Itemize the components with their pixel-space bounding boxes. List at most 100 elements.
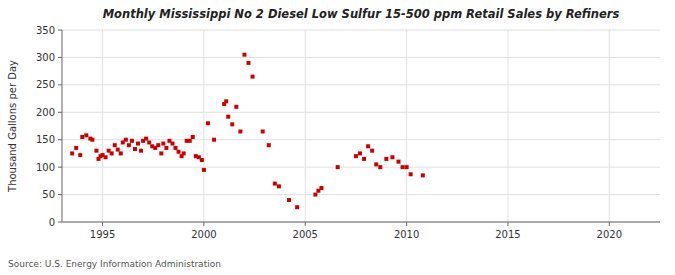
point [124,138,128,142]
point [182,151,186,155]
point [156,143,160,147]
y-tick [58,57,62,58]
point [119,151,123,155]
point [251,75,255,79]
grid-line-x [102,30,103,222]
x-tick-label: 1995 [90,229,115,240]
point [313,193,317,197]
ticks: 1995 2000 2005 2010 2015 2020 0 50 100 150 200 250 3… [36,25,622,241]
point [261,129,265,133]
source-note: Source: U.S. Energy Information Administ… [8,259,221,269]
grid-line-y [62,84,660,85]
x-tick-label: 2000 [191,229,216,240]
y-tick-label: 100 [36,162,55,173]
x-tick [406,222,407,226]
point [273,182,277,186]
point [362,157,366,161]
point [409,172,413,176]
point [238,129,242,133]
y-tick [58,30,62,31]
points [70,53,425,210]
point [358,151,362,155]
point [144,137,148,141]
point [94,149,98,153]
point [246,61,250,65]
y-tick-label: 0 [49,217,55,228]
point [174,146,178,150]
point [234,105,238,109]
x-tick [102,222,103,226]
point [78,153,82,157]
grid [62,30,660,222]
x-tick-label: 2010 [394,229,419,240]
point [397,160,401,164]
x-tick [203,222,204,226]
point [170,142,174,146]
point [164,146,168,150]
point [133,147,137,151]
point [136,142,140,146]
point [127,143,131,147]
point [230,122,234,126]
point [206,121,210,125]
x-axis-line [62,222,660,223]
point [147,140,151,144]
point [116,148,120,152]
point [336,165,340,169]
point [130,139,134,143]
point [366,144,370,148]
y-tick-label: 50 [42,189,55,200]
grid-line-y [62,167,660,168]
y-tick-label: 150 [36,134,55,145]
point [287,198,291,202]
x-tick-label: 2005 [293,229,318,240]
grid-line-y [62,57,660,58]
y-tick [58,222,62,223]
y-tick-label: 300 [36,52,55,63]
x-tick-label: 2020 [597,229,622,240]
point [405,165,409,169]
point [421,173,425,177]
grid-line-y [62,30,660,31]
grid-line-y [62,112,660,113]
point [212,138,216,142]
point [110,151,114,155]
x-tick-label: 2015 [495,229,520,240]
y-tick-label: 250 [36,79,55,90]
y-axis-label: Thousand Gallons per Day [7,60,18,193]
y-tick [58,139,62,140]
x-tick [507,222,508,226]
point [242,53,246,57]
y-tick-label: 350 [36,25,55,36]
point [200,158,204,162]
point [295,205,299,209]
title: Monthly Mississippi No 2 Diesel Low Sulf… [103,7,620,21]
point [374,162,378,166]
point [277,184,281,188]
grid-line-y [62,139,660,140]
point [319,186,323,190]
point [177,150,181,154]
x-tick [609,222,610,226]
point [90,138,94,142]
y-tick [58,194,62,195]
chart: 1995 2000 2005 2010 2015 2020 0 50 100 150 200 250 3… [0,0,675,275]
y-tick [58,112,62,113]
point [74,146,78,150]
point [370,149,374,153]
grid-line-x [305,30,306,222]
point [384,157,388,161]
point [113,143,117,147]
point [401,165,405,169]
grid-line-x [406,30,407,222]
point [191,135,195,139]
point [378,165,382,169]
point [226,115,230,119]
point [188,139,192,143]
y-tick-label: 200 [36,107,55,118]
point [267,143,271,147]
grid-line-x [203,30,204,222]
x-tick [305,222,306,226]
grid-line-y [62,222,660,223]
grid-line-x [507,30,508,222]
